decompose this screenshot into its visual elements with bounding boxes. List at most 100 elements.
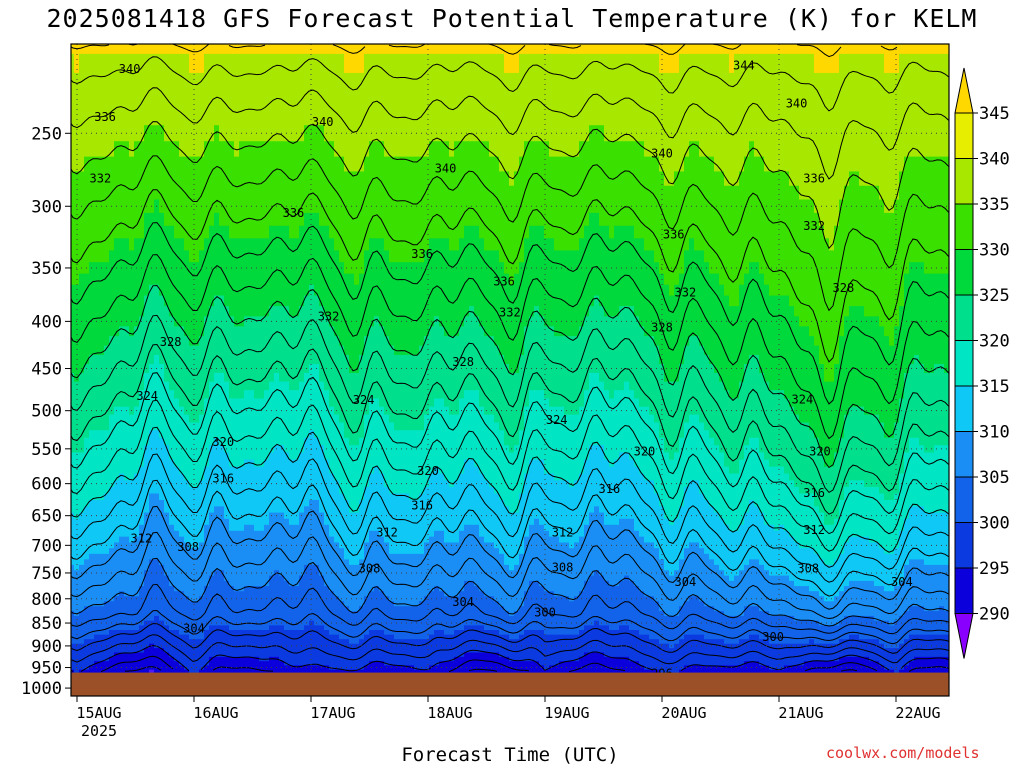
- field-cell: [434, 44, 440, 55]
- field-cell: [424, 44, 430, 55]
- field-cell: [424, 336, 430, 416]
- field-cell: [354, 44, 360, 74]
- contour-label: 304: [183, 622, 205, 636]
- field-cell: [499, 430, 505, 501]
- field-cell: [319, 125, 325, 227]
- field-cell: [589, 53, 595, 127]
- field-cell: [334, 156, 340, 252]
- field-cell: [71, 643, 75, 671]
- field-cell: [954, 661, 960, 675]
- field-cell: [284, 452, 290, 520]
- isentrope-line: [71, 505, 949, 610]
- field-cell: [94, 354, 100, 432]
- field-cell: [319, 381, 325, 447]
- field-cell: [949, 570, 955, 612]
- field-cell: [749, 262, 755, 356]
- field-cell: [504, 656, 510, 675]
- x-tick-label: 17AUG: [310, 704, 355, 722]
- field-cell: [434, 141, 440, 240]
- field-cell: [589, 625, 595, 654]
- field-cell: [269, 656, 275, 675]
- contour-label: 308: [359, 562, 381, 576]
- field-cell: [474, 141, 480, 227]
- field-cell: [244, 316, 250, 392]
- field-cell: [419, 44, 425, 55]
- field-cell: [399, 493, 405, 555]
- field-cell: [469, 524, 475, 582]
- field-cell: [514, 639, 520, 663]
- field-cell: [904, 452, 910, 520]
- field-cell: [619, 53, 625, 143]
- field-cell: [919, 156, 925, 264]
- field-cell: [394, 639, 400, 667]
- field-cell: [864, 414, 870, 488]
- field-cell: [359, 669, 365, 675]
- field-cell: [344, 499, 350, 561]
- field-cell: [809, 639, 815, 663]
- field-cell: [879, 643, 885, 667]
- field-cell: [219, 295, 225, 374]
- field-cell: [294, 141, 300, 240]
- isentrope-line: [71, 644, 949, 672]
- field-cell: [854, 171, 860, 308]
- time-axis: 15AUG 16AUG 17AUG 18AUG 19AUG 20AUG 21AUG 22AUG…: [76, 696, 941, 740]
- field-cell: [954, 44, 960, 55]
- field-cell: [514, 512, 520, 566]
- field-cell: [369, 398, 375, 475]
- field-cell: [539, 141, 545, 227]
- field-cell: [219, 225, 225, 297]
- colorbar-tick-label: 325: [979, 286, 1010, 306]
- field-cell: [169, 656, 175, 675]
- field-cell: [554, 44, 560, 55]
- field-cell: [154, 430, 160, 495]
- field-cell: [549, 536, 555, 593]
- field-cell: [134, 652, 140, 675]
- field-cell: [784, 615, 790, 645]
- field-cell: [139, 524, 145, 588]
- field-cell: [694, 141, 700, 252]
- field-cell: [169, 225, 175, 318]
- field-cell: [379, 536, 385, 593]
- field-cell: [829, 564, 835, 603]
- field-cell: [564, 53, 570, 158]
- field-cell: [519, 156, 525, 264]
- field-cell: [919, 262, 925, 366]
- field-cell: [539, 390, 545, 461]
- field-cell: [319, 665, 325, 675]
- field-cell: [509, 44, 515, 74]
- field-cell: [944, 445, 949, 514]
- field-cell: [149, 212, 155, 286]
- field-cell: [324, 665, 330, 675]
- field-cell: [284, 381, 290, 454]
- field-cell: [664, 615, 670, 645]
- field-cell: [929, 512, 935, 566]
- field-cell: [684, 601, 690, 636]
- field-cell: [494, 44, 500, 55]
- contour-label: 320: [417, 464, 439, 478]
- field-cell: [279, 512, 285, 577]
- field-cell: [269, 225, 275, 308]
- field-cell: [439, 530, 445, 593]
- field-cell: [874, 53, 880, 187]
- colorbar-segment: [954, 249, 974, 296]
- field-cell: [264, 44, 270, 55]
- field-cell: [934, 512, 940, 566]
- field-cell: [399, 262, 405, 356]
- field-cell: [474, 316, 480, 392]
- field-cell: [89, 499, 95, 555]
- field-cell: [179, 591, 185, 636]
- field-cell: [899, 669, 905, 675]
- field-cell: [539, 665, 545, 675]
- field-cell: [849, 306, 855, 408]
- field-cell: [279, 575, 285, 627]
- field-cell: [599, 575, 605, 627]
- field-cell: [144, 620, 150, 650]
- field-cell: [174, 44, 180, 55]
- field-cell: [844, 542, 850, 588]
- field-cell: [534, 53, 540, 143]
- field-cell: [904, 665, 910, 675]
- field-cell: [89, 53, 95, 158]
- field-cell: [464, 44, 470, 55]
- field-cell: [244, 459, 250, 526]
- field-cell: [264, 53, 270, 143]
